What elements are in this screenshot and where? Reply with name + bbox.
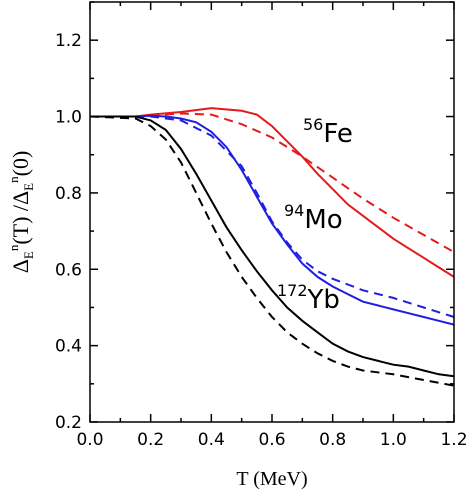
tick-labels: 0.0 0.2 0.4 0.6 0.8 1.0 1.20.20.40.60.81.01.2 bbox=[55, 31, 468, 450]
x-tick-label: 0.4 bbox=[198, 430, 225, 450]
series-line-mo94-dashed bbox=[90, 115, 455, 318]
series-line-mo94-solid bbox=[90, 114, 455, 326]
x-axis-title: T (MeV) bbox=[236, 468, 307, 490]
x-tick-label: 0.2 bbox=[137, 430, 164, 450]
y-tick-label: 0.2 bbox=[55, 413, 82, 433]
y-tick-label: 1.2 bbox=[55, 31, 82, 51]
y-tick-label: 1.0 bbox=[55, 108, 82, 128]
label-fe56: 56Fe bbox=[303, 115, 353, 149]
axis-ticks bbox=[89, 1, 455, 423]
y-tick-label: 0.8 bbox=[55, 184, 82, 204]
x-tick-label: 0.6 bbox=[258, 430, 285, 450]
series-line-fe56-solid bbox=[90, 107, 455, 278]
y-axis-title: ΔEn(T) /ΔEn(0) bbox=[6, 151, 36, 274]
y-tick-label: 0.6 bbox=[55, 260, 82, 280]
plot-frame bbox=[89, 1, 455, 423]
series-line-yb172-solid bbox=[90, 115, 455, 378]
series-lines bbox=[89, 107, 455, 387]
x-tick-label: 0.0 bbox=[76, 430, 103, 450]
x-tick-label: 0.8 bbox=[319, 430, 346, 450]
series-line-fe56-dashed bbox=[90, 112, 455, 253]
x-tick-label: 1.0 bbox=[380, 430, 407, 450]
label-mo94: 94Mo bbox=[284, 201, 343, 235]
x-tick-label: 1.2 bbox=[440, 430, 467, 450]
label-yb172: 172Yb bbox=[277, 281, 340, 315]
series-line-yb172-dashed bbox=[89, 115, 455, 387]
y-tick-label: 0.4 bbox=[55, 337, 82, 357]
